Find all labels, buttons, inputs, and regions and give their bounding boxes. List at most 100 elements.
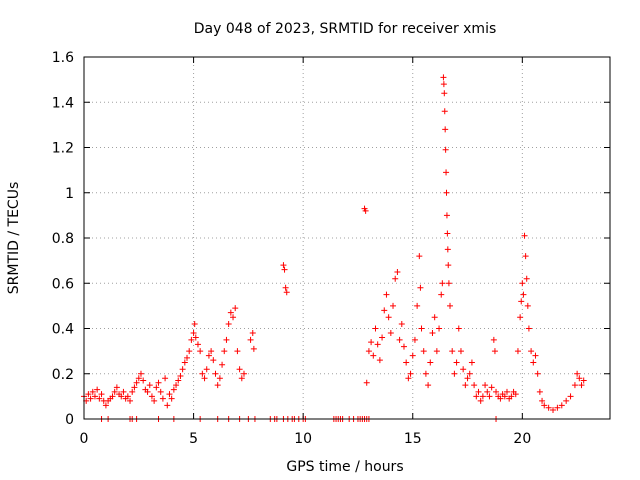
data-point (87, 395, 94, 402)
data-point (225, 320, 232, 327)
data-point (191, 320, 198, 327)
data-point (129, 388, 136, 395)
data-point (170, 386, 177, 393)
data-point (441, 108, 448, 115)
data-point (442, 146, 449, 153)
data-point (236, 366, 243, 373)
data-point (439, 280, 446, 287)
y-tick-label: 1.2 (52, 141, 74, 157)
data-point (567, 393, 574, 400)
data-point (205, 352, 212, 359)
data-point (429, 330, 436, 337)
data-point (151, 397, 158, 404)
data-point (184, 354, 191, 361)
data-point (444, 246, 451, 253)
data-point (214, 382, 221, 389)
data-point (514, 348, 521, 355)
data-point (479, 393, 486, 400)
data-point (89, 388, 96, 395)
data-point (216, 375, 223, 382)
data-point (486, 393, 493, 400)
x-tick-label: 10 (294, 431, 312, 447)
data-point (545, 404, 552, 411)
y-axis-title: SRMTID / TECUs (6, 182, 22, 295)
data-point (482, 382, 489, 389)
data-point (518, 298, 525, 305)
x-axis-title: GPS time / hours (286, 459, 403, 475)
data-point (234, 348, 241, 355)
data-point (517, 314, 524, 321)
data-point (131, 384, 138, 391)
data-point (227, 309, 234, 316)
data-point (102, 402, 109, 409)
data-point (173, 382, 180, 389)
data-point (148, 393, 155, 400)
data-point (113, 384, 120, 391)
data-point (443, 189, 450, 196)
data-point (471, 382, 478, 389)
y-tick-label: 0.8 (52, 231, 74, 247)
data-point (282, 284, 289, 291)
data-point (162, 375, 169, 382)
x-tick-label: 20 (513, 431, 531, 447)
data-point (449, 348, 456, 355)
data-point (528, 348, 535, 355)
data-point (521, 232, 528, 239)
data-point (453, 359, 460, 366)
data-point (475, 388, 482, 395)
data-point (466, 370, 473, 377)
data-point (188, 336, 195, 343)
data-point (194, 341, 201, 348)
data-point (137, 370, 144, 377)
data-point (133, 379, 140, 386)
data-point (94, 386, 101, 393)
data-point (405, 375, 412, 382)
data-point (580, 377, 587, 384)
data-point (488, 384, 495, 391)
data-point (491, 348, 498, 355)
data-point (539, 397, 546, 404)
data-point (201, 375, 208, 382)
data-point (175, 377, 182, 384)
data-point (111, 388, 118, 395)
data-point (140, 377, 147, 384)
data-point (203, 366, 210, 373)
data-point (179, 366, 186, 373)
data-point (223, 336, 230, 343)
data-point (433, 348, 440, 355)
data-point (157, 388, 164, 395)
x-tick-label: 15 (404, 431, 422, 447)
data-point (127, 397, 134, 404)
data-point (416, 253, 423, 260)
data-point (212, 370, 219, 377)
data-point (238, 375, 245, 382)
y-tick-label: 0 (65, 412, 74, 428)
x-tick-label: 0 (80, 431, 89, 447)
data-point (374, 341, 381, 348)
data-point (168, 395, 175, 402)
data-point (190, 330, 197, 337)
chart-title: Day 048 of 2023, SRMTID for receiver xmi… (194, 21, 497, 37)
data-point (91, 393, 98, 400)
data-point (576, 375, 583, 382)
data-point (396, 336, 403, 343)
data-point (522, 253, 529, 260)
data-point (462, 382, 469, 389)
data-point (550, 406, 557, 413)
x-tick-label: 5 (189, 431, 198, 447)
data-point (523, 275, 530, 282)
data-point (155, 379, 162, 386)
data-point (197, 348, 204, 355)
data-point (468, 359, 475, 366)
data-point (368, 339, 375, 346)
data-point (554, 404, 561, 411)
data-point (464, 375, 471, 382)
y-tick-labels: 0 0.2 0.4 0.6 0.8 1 1.2 1.4 1.6 (52, 50, 74, 428)
data-point (144, 388, 151, 395)
data-point (420, 348, 427, 355)
data-point (392, 275, 399, 282)
data-point (571, 382, 578, 389)
data-point (370, 352, 377, 359)
data-point (443, 169, 450, 176)
